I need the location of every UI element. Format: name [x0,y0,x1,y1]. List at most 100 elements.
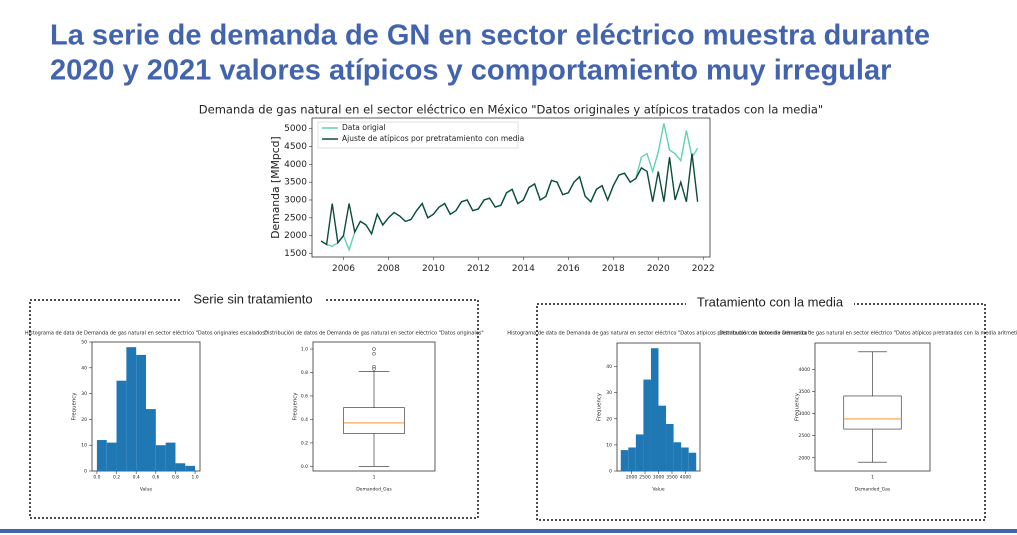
histogram-bar [666,423,674,471]
y-tick-label: 50 [81,340,87,346]
histogram-bar [185,465,196,471]
x-tick-label: 3000 [653,474,665,480]
y-tick-label: 0.0 [301,464,308,470]
histogram-bar [116,380,127,471]
chart-title: Histograma de data de Demanda de gas nat… [25,330,267,337]
y-tick-label: 10 [81,443,87,449]
y-tick-label: 30 [81,391,87,397]
y-tick-label: 1500 [284,249,307,259]
x-tick-label: 2012 [467,264,490,274]
panel-label: Tratamiento con la media [697,294,844,309]
label-bg [686,296,854,312]
x-tick-label: 0.6 [152,474,159,480]
box-body [343,407,405,434]
histogram-bar [658,405,667,471]
x-axis-label: Value [652,487,665,493]
plot-frame [312,341,436,472]
y-tick-label: 0 [609,469,612,475]
y-tick-label: 2000 [284,231,307,241]
histogram-bar [643,379,651,471]
y-tick-label: 4500 [284,142,307,152]
box-flier [372,351,376,356]
x-axis-label: Demanded_Gas [855,487,891,493]
y-tick-label: 3500 [284,178,307,188]
x-tick-label: 0.0 [93,474,100,480]
y-tick-label: 4000 [799,367,811,373]
y-tick-label: 4000 [284,160,307,170]
y-axis-label: Frequency [293,392,299,421]
slide-title: La serie de demanda de GN en sector eléc… [50,20,930,52]
x-tick-label: 2014 [512,264,535,274]
x-tick-label: 1 [871,474,874,480]
x-tick-label: 0.8 [172,474,179,480]
histogram-bar [650,348,659,471]
footer-bar [0,529,1017,533]
box-flier [372,364,376,369]
y-tick-label: 0 [84,469,87,475]
histogram-bar [620,450,629,471]
slide-title: 2020 y 2021 valores atípicos y comportam… [50,55,891,87]
legend-label: Ajuste de atípicos por pretratamiento co… [342,134,524,143]
label-bg [180,292,326,308]
histogram-bar [628,447,636,471]
x-tick-label: 0.4 [133,474,140,480]
y-tick-label: 5000 [284,124,307,134]
y-tick-label: 20 [81,417,87,423]
y-axis-label: Frequency [72,392,78,421]
y-tick-label: 0.4 [301,417,308,423]
histogram-bar [96,440,107,471]
x-tick-label: 4000 [680,474,692,480]
histogram-bar [165,442,176,471]
histogram-bar [175,463,186,471]
plot-frame [814,342,931,472]
y-tick-label: 0.8 [301,370,308,376]
data-line [320,153,699,246]
x-axis-label: Demanded_Gas [356,487,392,493]
x-tick-label: 2008 [377,264,400,274]
x-tick-label: 2500 [639,474,651,480]
y-tick-label: 10 [606,442,612,448]
y-tick-label: 20 [606,416,612,422]
x-tick-label: 0.2 [113,474,120,480]
y-tick-label: 40 [81,365,87,371]
y-tick-label: 2000 [799,455,811,461]
x-tick-label: 2006 [332,264,355,274]
y-tick-label: 2500 [284,213,307,223]
y-tick-label: 0.2 [301,440,308,446]
box-flier [372,367,376,371]
plot-frame [311,117,711,258]
chart-title: Demanda de gas natural en el sector eléc… [199,103,823,117]
x-tick-label: 2010 [422,264,445,274]
chart-title: Distribución de datos de Demanda de gas … [719,330,1017,337]
x-axis-label: Value [140,487,153,493]
x-tick-label: 1 [373,474,376,480]
legend-box [317,121,519,149]
histogram-bar [673,442,682,471]
x-tick-label: 2016 [557,264,580,274]
histogram-bar [681,447,689,471]
y-tick-label: 1.0 [301,347,308,353]
y-tick-label: 2500 [799,433,811,439]
x-tick-label: 2018 [602,264,625,274]
y-tick-label: 3500 [799,389,811,395]
y-tick-label: 0.6 [301,393,308,399]
histogram-bar [155,445,166,471]
chart-title: Histograma de data de Demanda de gas nat… [507,330,810,337]
histogram-bar [106,442,117,471]
histogram-bar [688,452,697,471]
box-body [843,395,902,430]
y-tick-label: 40 [606,364,612,370]
histogram-bar [126,347,137,471]
x-tick-label: 2000 [626,474,638,480]
y-tick-label: 30 [606,390,612,396]
y-axis-label: Frequency [795,392,801,421]
box-flier [372,347,376,351]
histogram-bar [635,434,644,471]
x-tick-label: 2020 [647,264,670,274]
legend-label: Data origial [342,123,386,132]
x-tick-label: 1.0 [192,474,199,480]
histogram-bar [136,354,146,471]
histogram-bar [146,409,156,471]
y-tick-label: 3000 [799,411,811,417]
